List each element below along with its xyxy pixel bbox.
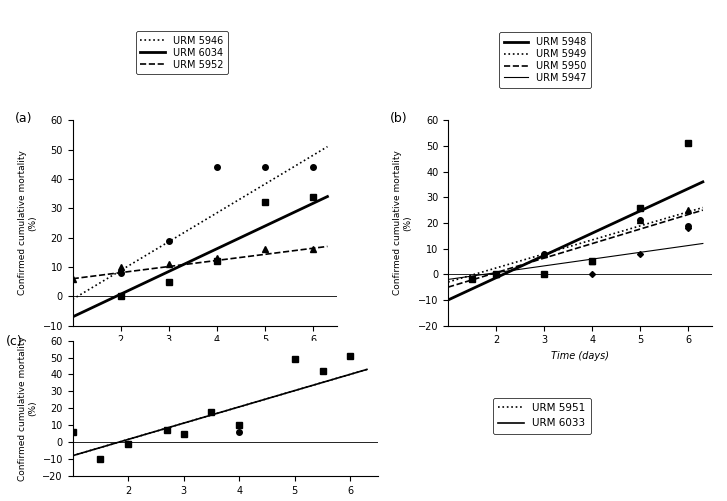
Legend: URM 5946, URM 6034, URM 5952: URM 5946, URM 6034, URM 5952: [136, 31, 228, 75]
Text: (c): (c): [6, 335, 23, 348]
X-axis label: Time (days): Time (days): [551, 351, 609, 361]
Y-axis label: Confirmed cumulative mortality
(%): Confirmed cumulative mortality (%): [17, 336, 37, 481]
Y-axis label: Confirmed cumulative mortality
(%): Confirmed cumulative mortality (%): [17, 150, 37, 296]
Text: (b): (b): [390, 112, 408, 125]
Text: (a): (a): [15, 112, 32, 125]
Y-axis label: Confirmed cumulative mortality
(%): Confirmed cumulative mortality (%): [393, 150, 412, 296]
Legend: URM 5951, URM 6033: URM 5951, URM 6033: [493, 398, 590, 434]
X-axis label: Time (days): Time (days): [176, 351, 234, 361]
Legend: URM 5948, URM 5949, URM 5950, URM 5947: URM 5948, URM 5949, URM 5950, URM 5947: [499, 33, 591, 88]
